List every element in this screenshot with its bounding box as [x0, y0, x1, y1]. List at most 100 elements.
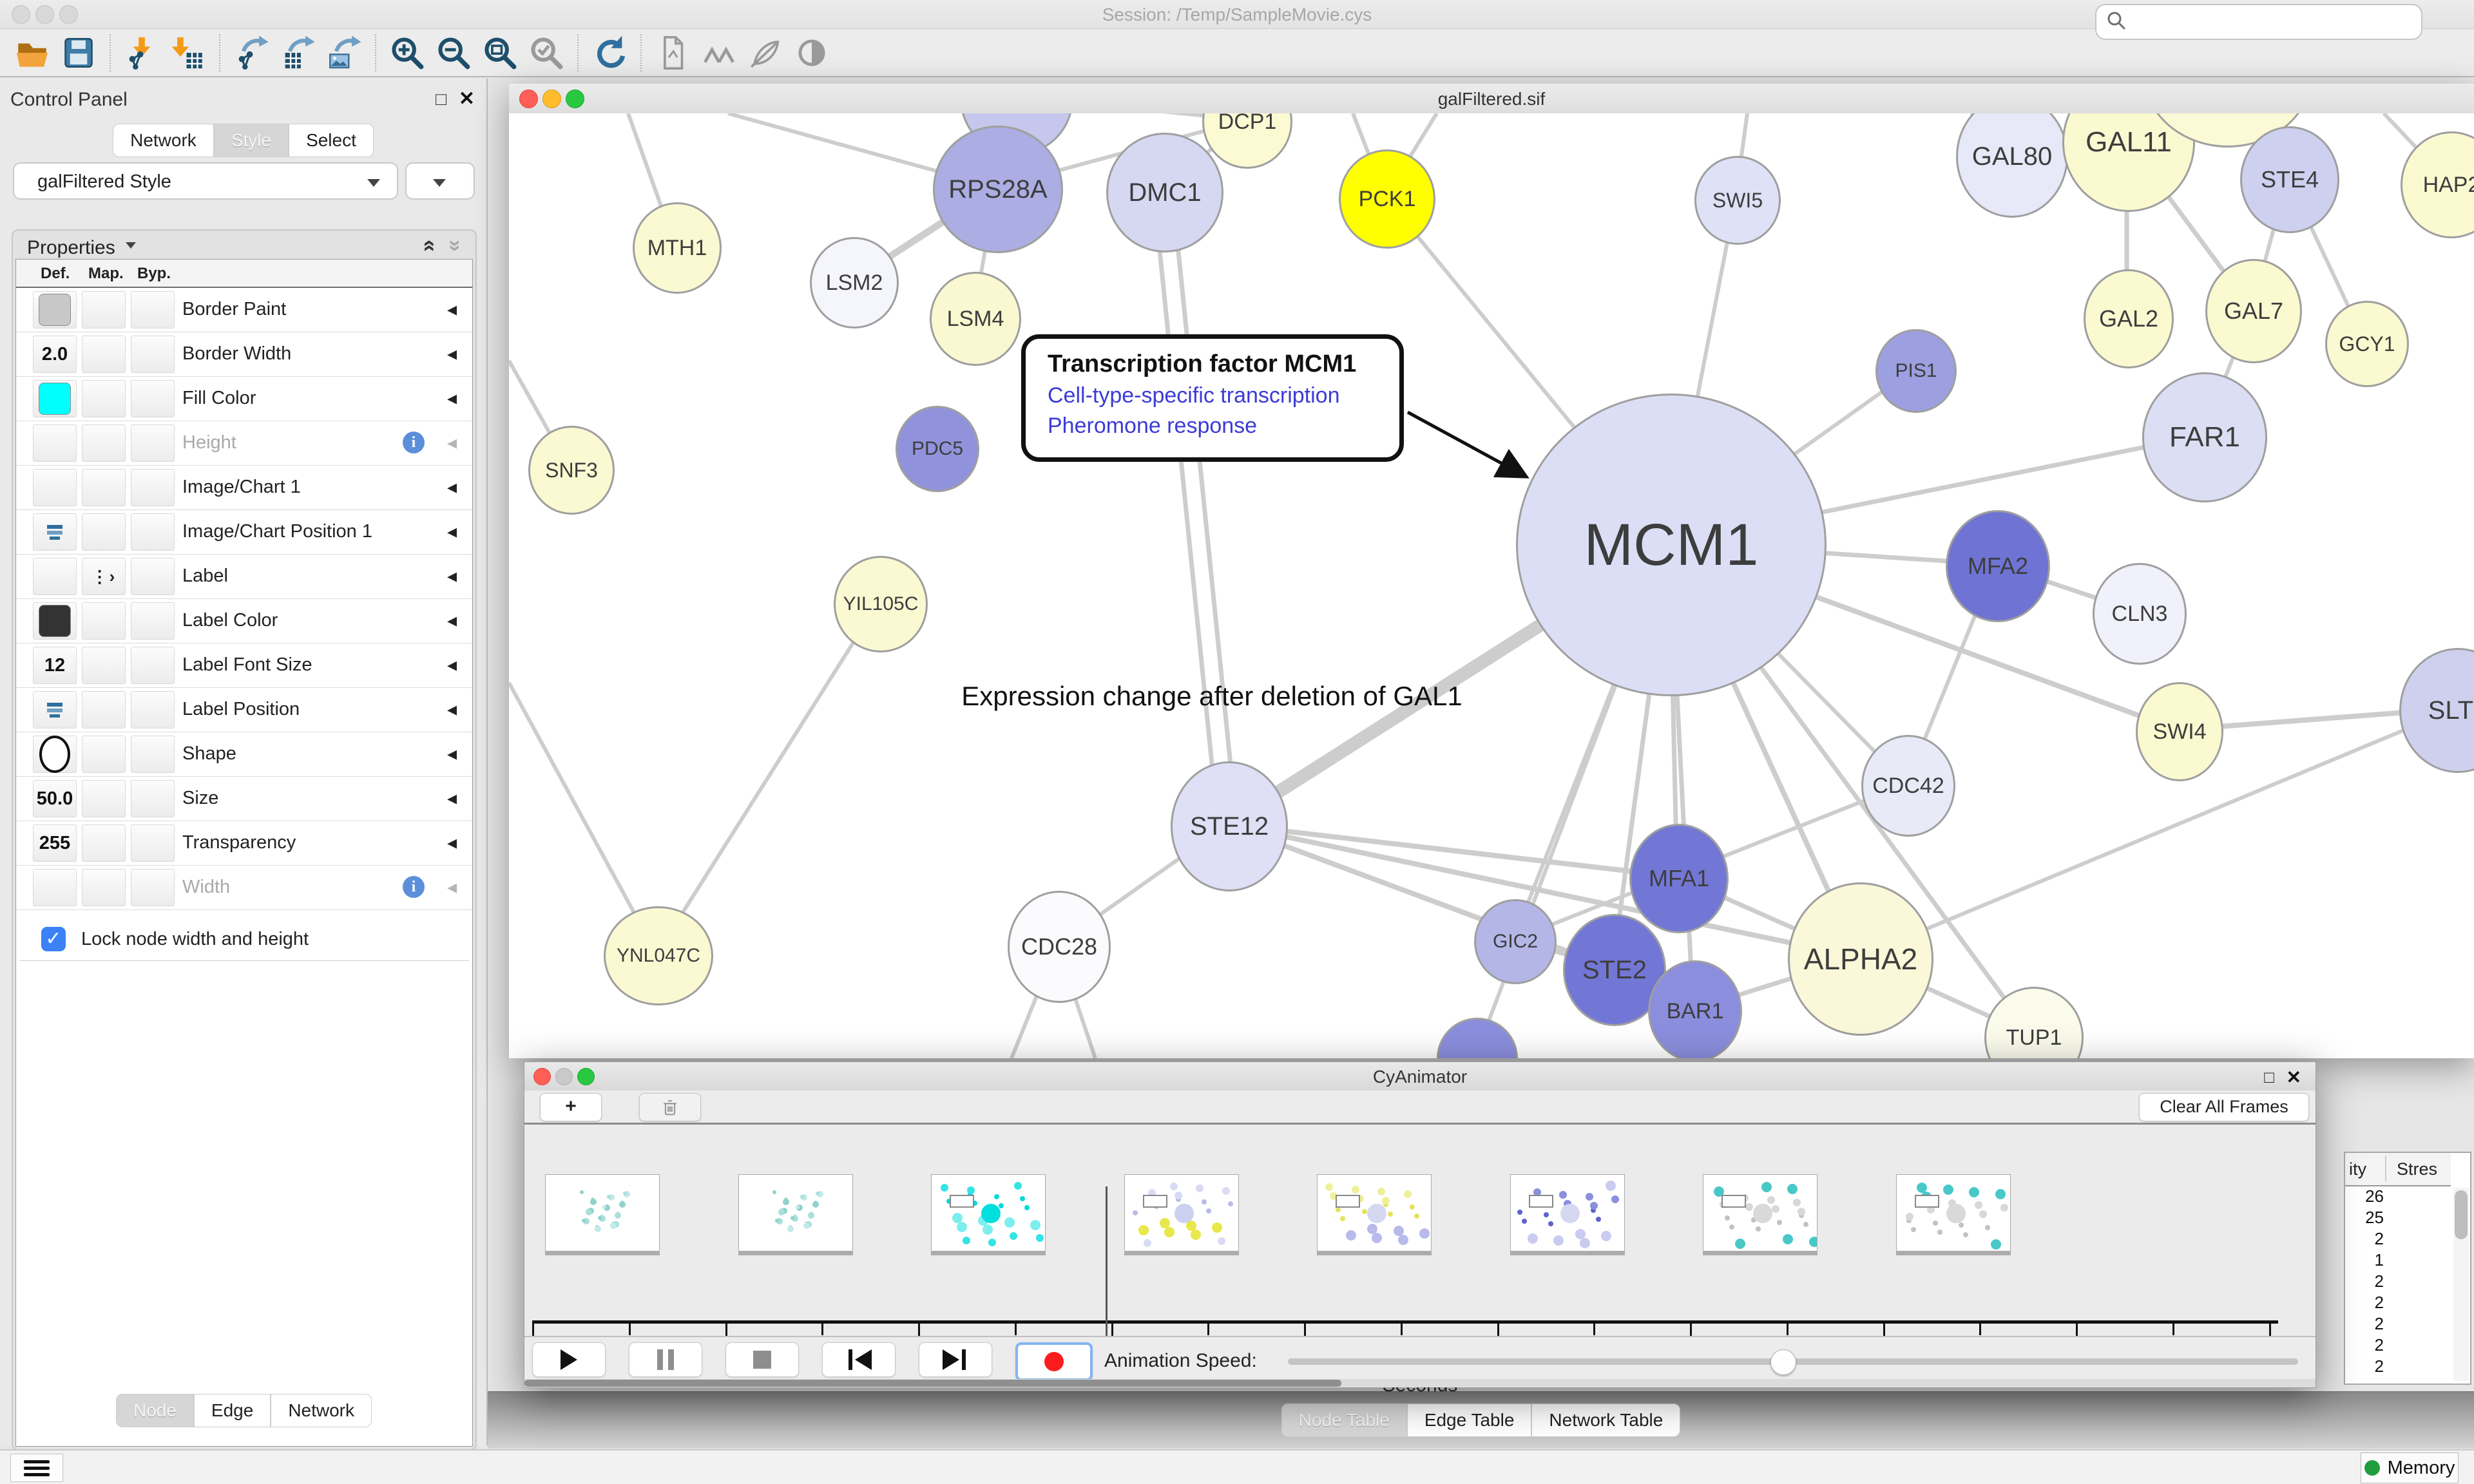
network-node-pck1[interactable]: PCK1 — [1339, 149, 1435, 249]
table-row[interactable]: 2 — [2374, 1314, 2384, 1333]
expand-property-icon[interactable]: ◂ — [446, 788, 457, 809]
window-minimize-icon[interactable] — [542, 90, 561, 108]
network-node-pdc5[interactable]: PDC5 — [896, 406, 979, 492]
network-node-swi5[interactable]: SWI5 — [1694, 156, 1781, 245]
expand-property-icon[interactable]: ◂ — [446, 877, 457, 898]
property-map-cell[interactable] — [82, 424, 126, 462]
window-close-icon[interactable] — [519, 90, 538, 108]
property-def-cell[interactable] — [33, 380, 77, 417]
cyanimator-titlebar[interactable]: CyAnimator □ ✕ — [524, 1062, 2316, 1091]
frame-thumbnail-2[interactable] — [931, 1174, 1046, 1251]
open-session-button[interactable] — [9, 32, 55, 73]
property-map-cell[interactable] — [82, 469, 126, 506]
property-map-cell[interactable] — [82, 602, 126, 640]
table-row[interactable]: 25 — [2365, 1208, 2384, 1227]
import-table-button[interactable] — [165, 32, 211, 73]
property-byp-cell[interactable] — [131, 824, 175, 862]
network-node-ste12[interactable]: STE12 — [1171, 761, 1288, 891]
refresh-view-button[interactable] — [586, 32, 633, 73]
expand-property-icon[interactable]: ◂ — [446, 654, 457, 676]
expand-property-icon[interactable]: ◂ — [446, 477, 457, 498]
property-byp-cell[interactable] — [131, 424, 175, 462]
network-node-dmc1[interactable]: DMC1 — [1106, 133, 1223, 252]
network-node-cdc28[interactable]: CDC28 — [1008, 891, 1111, 1003]
record-button[interactable] — [1015, 1342, 1093, 1381]
annotation-file-button[interactable] — [649, 32, 696, 73]
window-close-icon[interactable] — [12, 5, 30, 24]
stop-button[interactable] — [725, 1342, 799, 1377]
expand-property-icon[interactable]: ◂ — [446, 743, 457, 765]
search-field[interactable] — [2095, 4, 2422, 40]
style-options-button[interactable] — [405, 162, 475, 200]
network-node-gcy1[interactable]: GCY1 — [2325, 301, 2409, 387]
slider-thumb[interactable] — [1770, 1349, 1796, 1375]
pause-button[interactable] — [629, 1342, 702, 1377]
network-node-snf3[interactable]: SNF3 — [528, 426, 615, 515]
frame-thumbnail-5[interactable] — [1510, 1174, 1625, 1251]
network-node-ste4[interactable]: STE4 — [2240, 126, 2339, 233]
play-button[interactable] — [532, 1342, 606, 1377]
skip-to-end-button[interactable] — [919, 1342, 992, 1377]
property-def-cell[interactable] — [33, 691, 77, 728]
frame-thumbnail-3[interactable] — [1124, 1174, 1239, 1251]
expand-property-icon[interactable]: ◂ — [446, 610, 457, 631]
frame-thumbnail-6[interactable] — [1703, 1174, 1817, 1251]
import-network-button[interactable] — [119, 32, 165, 73]
close-icon[interactable]: ✕ — [458, 88, 475, 109]
property-map-cell[interactable] — [82, 869, 126, 906]
table-row[interactable]: 1 — [2374, 1250, 2384, 1270]
property-def-cell[interactable] — [33, 558, 77, 595]
info-icon[interactable]: i — [403, 432, 425, 453]
network-node-gic2[interactable]: GIC2 — [1474, 899, 1557, 984]
window-minimize-icon[interactable] — [35, 5, 54, 24]
property-byp-cell[interactable] — [131, 736, 175, 773]
hide-graphics-details-button[interactable] — [742, 32, 789, 73]
memory-button[interactable]: Memory — [2361, 1452, 2459, 1483]
tab-node[interactable]: Node — [115, 1394, 194, 1427]
playhead[interactable] — [1105, 1186, 1108, 1359]
zoom-fit-button[interactable] — [477, 32, 523, 73]
network-node-mth1[interactable]: MTH1 — [633, 202, 722, 294]
property-map-cell[interactable] — [82, 736, 126, 773]
property-def-cell[interactable] — [33, 602, 77, 640]
column-header-connectivity[interactable]: ity — [2349, 1159, 2366, 1179]
property-byp-cell[interactable] — [131, 869, 175, 906]
tab-network-table[interactable]: Network Table — [1531, 1403, 1681, 1437]
expand-property-icon[interactable]: ◂ — [446, 699, 457, 720]
show-graphics-details-button[interactable] — [789, 32, 835, 73]
zoom-out-button[interactable] — [430, 32, 477, 73]
property-map-cell[interactable] — [82, 691, 126, 728]
network-node-gal2[interactable]: GAL2 — [2084, 269, 2174, 368]
frame-thumbnail-7[interactable] — [1895, 1174, 2011, 1251]
property-map-cell[interactable] — [82, 291, 126, 328]
network-node-ynl047c[interactable]: YNL047C — [604, 906, 713, 1005]
property-def-cell[interactable]: 12 — [33, 647, 77, 684]
expand-property-icon[interactable]: ◂ — [446, 832, 457, 853]
network-node-pis1[interactable]: PIS1 — [1875, 329, 1957, 413]
property-map-cell[interactable] — [82, 824, 126, 862]
expand-all-icon[interactable]: » — [416, 240, 441, 252]
table-row[interactable]: 26 — [2365, 1186, 2384, 1206]
frame-thumbnail-4[interactable] — [1317, 1174, 1432, 1251]
network-node-bar1[interactable]: BAR1 — [1648, 960, 1742, 1058]
property-byp-cell[interactable] — [131, 602, 175, 640]
column-header-stress[interactable]: Stres — [2397, 1159, 2438, 1179]
property-map-cell[interactable] — [82, 513, 126, 551]
property-map-cell[interactable] — [82, 380, 126, 417]
property-byp-cell[interactable] — [131, 558, 175, 595]
expand-property-icon[interactable]: ◂ — [446, 521, 457, 542]
property-def-cell[interactable] — [33, 513, 77, 551]
network-node-cln3[interactable]: CLN3 — [2093, 563, 2187, 665]
network-canvas[interactable]: DCP1 RPS28A DMC1 PCK1 SWI5 GAL80 GAL11 STE4 HAP2… — [509, 113, 2474, 1058]
timeline-scrollbar[interactable] — [524, 1379, 2316, 1387]
network-node-rps28a[interactable]: RPS28A — [933, 126, 1063, 253]
expand-property-icon[interactable]: ◂ — [446, 432, 457, 453]
table-row[interactable]: 2 — [2374, 1229, 2384, 1248]
property-def-cell[interactable] — [33, 469, 77, 506]
network-node-mfa1[interactable]: MFA1 — [1629, 824, 1729, 933]
network-node-mcm1[interactable]: MCM1 — [1516, 394, 1827, 696]
zoom-selected-button[interactable] — [523, 32, 570, 73]
search-input[interactable] — [2134, 11, 2412, 33]
table-row[interactable]: 2 — [2374, 1271, 2384, 1291]
table-scrollbar[interactable] — [2453, 1188, 2469, 1381]
